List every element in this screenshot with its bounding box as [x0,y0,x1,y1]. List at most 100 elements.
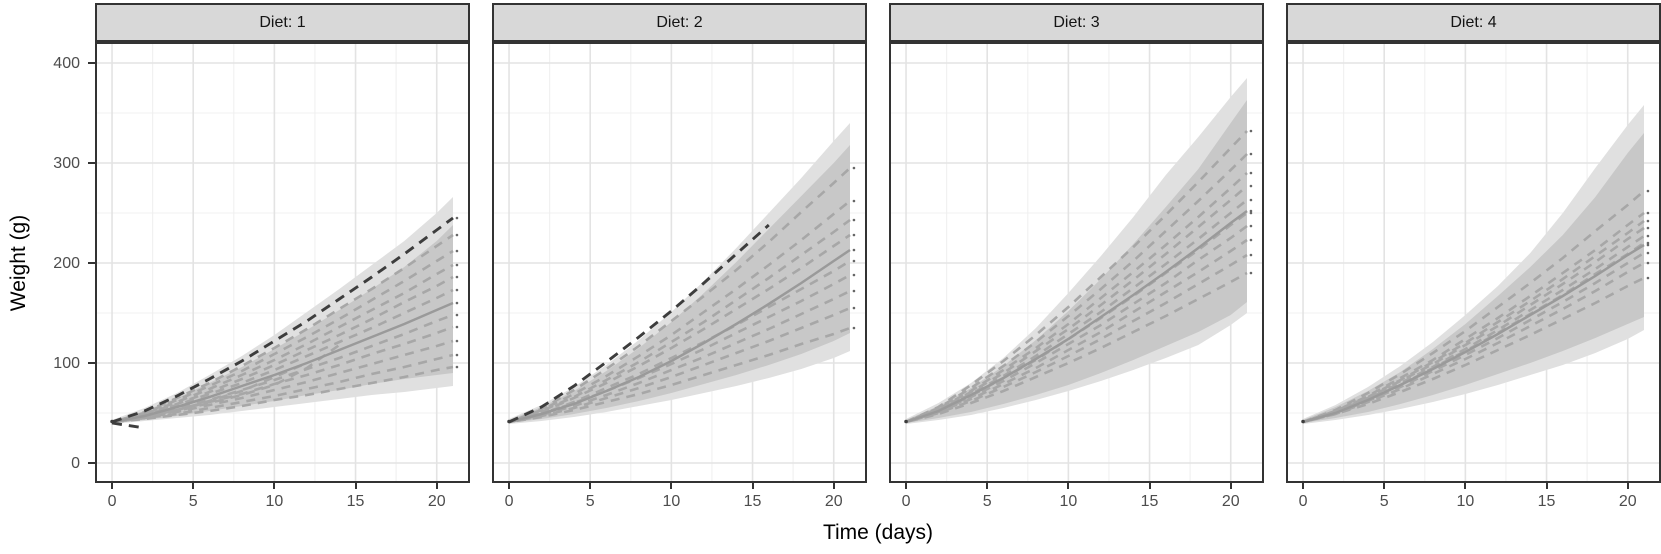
line-end-marker [1249,224,1253,228]
highlight-chick-line [111,216,454,424]
facet-strip-diet-4: Diet: 4 [1286,3,1661,42]
line-end-marker [852,306,856,310]
x-tick-mark [111,483,114,489]
line-end-marker [455,313,459,317]
chick-trajectory-line [111,263,454,424]
y-tick-mark [88,162,95,164]
x-tick-label: 5 [585,493,595,510]
line-end-marker [1249,171,1253,175]
facet-strip-diet-2: Diet: 2 [492,3,867,42]
line-end-marker [852,166,856,170]
chick-trajectory-line [905,185,1248,424]
highlight-chick-line [508,223,770,424]
ribbon-inner [112,225,453,423]
line-end-marker [455,325,459,329]
x-tick-mark [1626,483,1629,489]
y-tick-label: 400 [53,55,80,72]
facet-panel-diet-1 [95,42,470,483]
line-end-marker [1249,198,1253,202]
x-tick-mark [751,483,754,489]
chick-trajectory-line [111,365,454,424]
origin-point [110,419,114,424]
x-tick-mark [1148,483,1151,489]
panel-border [1286,42,1661,483]
x-tick-label: 0 [504,493,514,510]
chick-trajectory-line [111,313,454,424]
line-end-marker [1249,238,1253,242]
x-tick-mark [1302,483,1305,489]
panel-border [95,42,470,483]
mean-weight-line [1302,243,1645,424]
line-end-marker [852,233,856,237]
line-end-marker [455,339,459,343]
chick-trajectory-line [111,249,454,424]
chick-trajectory-line [111,233,454,424]
x-tick-label: 5 [188,493,198,510]
y-tick-label: 100 [53,355,80,372]
chick-trajectory-line [508,199,851,424]
chick-trajectory-line [111,353,454,424]
x-tick-mark [354,483,357,489]
facet-strip-label: Diet: 1 [259,13,306,31]
chick-trajectory-line [905,238,1248,424]
chick-trajectory-line [1302,226,1645,424]
x-tick-mark [1229,483,1232,489]
line-end-marker [1646,234,1650,238]
x-axis-title: Time (days) [822,521,934,544]
chick-trajectory-line [508,167,851,424]
facet-strip-diet-1: Diet: 1 [95,3,470,42]
x-tick-label: 10 [1059,493,1078,510]
y-tick-label: 0 [71,455,80,472]
line-end-marker [852,218,856,222]
x-tick-mark [273,483,276,489]
line-end-marker [1646,211,1650,215]
line-end-marker [1249,271,1253,275]
line-end-marker [1249,253,1253,257]
origin-point [1301,419,1305,424]
chick-trajectory-line [905,224,1248,424]
line-end-marker [1646,251,1650,255]
x-tick-label: 20 [1618,493,1637,510]
facet-strip-label: Diet: 2 [656,13,703,31]
chick-trajectory-line [111,339,454,424]
line-end-marker [852,199,856,203]
panel-border [889,42,1264,483]
x-tick-mark [986,483,989,489]
facet-strip-label: Diet: 4 [1450,13,1497,31]
chick-trajectory-line [508,326,851,424]
x-tick-mark [435,483,438,489]
line-end-marker [1646,243,1650,247]
origin-point [904,419,908,424]
chick-trajectory-line [1302,219,1645,424]
line-end-marker [1646,241,1650,245]
x-tick-label: 10 [1456,493,1475,510]
line-end-marker [1249,152,1253,156]
x-tick-label: 10 [662,493,681,510]
chick-trajectory-line [111,325,454,424]
line-end-marker [852,248,856,252]
line-end-marker [1249,211,1253,215]
facet-strip-diet-3: Diet: 3 [889,3,1264,42]
mean-weight-line [905,209,1248,424]
ribbon-inner [906,100,1247,423]
x-tick-mark [589,483,592,489]
x-tick-mark [1067,483,1070,489]
x-tick-label: 15 [346,493,365,510]
x-tick-mark [832,483,835,489]
line-end-marker [1646,226,1650,230]
line-end-marker [1646,276,1650,280]
x-tick-mark [192,483,195,489]
line-end-marker [852,273,856,277]
x-tick-label: 5 [982,493,992,510]
x-tick-label: 15 [1140,493,1159,510]
chick-trajectory-line [111,288,454,424]
y-tick-mark [88,362,95,364]
x-tick-mark [670,483,673,489]
x-tick-mark [508,483,511,489]
line-end-marker [1646,189,1650,193]
line-end-marker [455,233,459,237]
line-end-marker [1249,129,1253,133]
highlight-chick-line [111,421,145,430]
line-end-marker [852,259,856,263]
x-tick-mark [1383,483,1386,489]
